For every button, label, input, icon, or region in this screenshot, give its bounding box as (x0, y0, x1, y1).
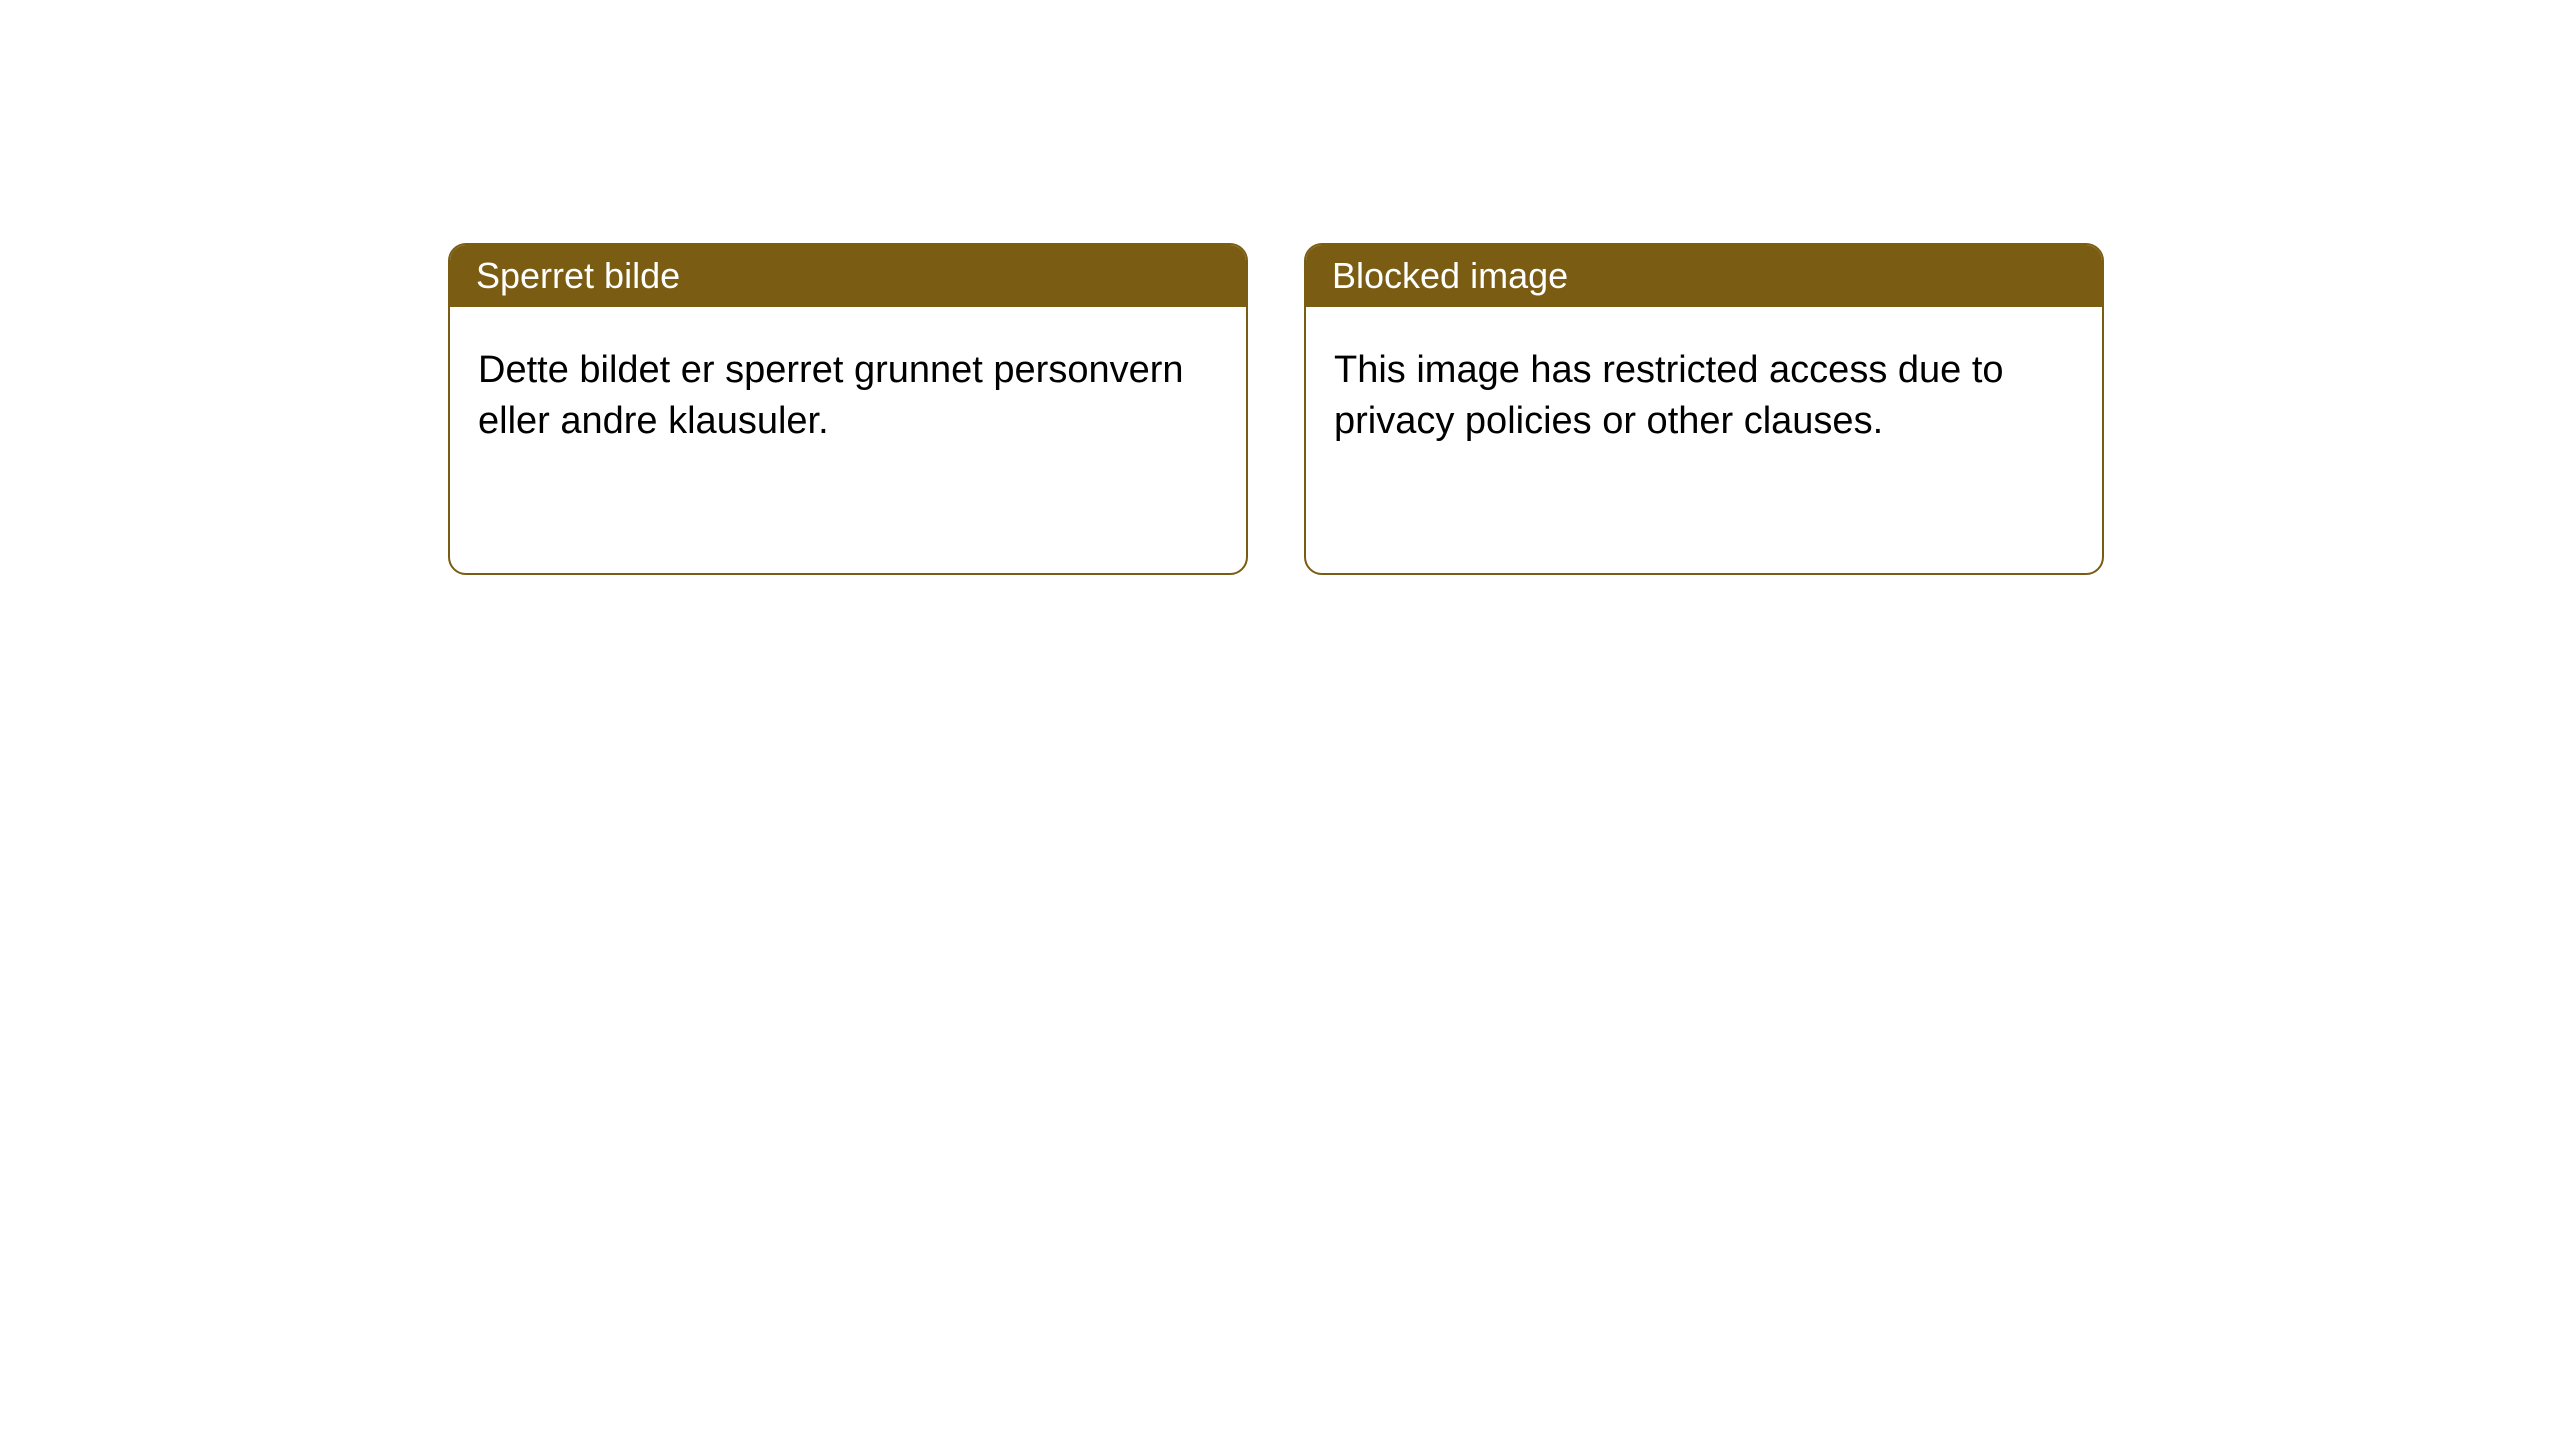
card-body-en: This image has restricted access due to … (1306, 307, 2102, 486)
notice-container: Sperret bilde Dette bildet er sperret gr… (0, 0, 2560, 575)
card-header-no: Sperret bilde (450, 245, 1246, 307)
blocked-image-card-no: Sperret bilde Dette bildet er sperret gr… (448, 243, 1248, 575)
card-header-en: Blocked image (1306, 245, 2102, 307)
card-body-no: Dette bildet er sperret grunnet personve… (450, 307, 1246, 486)
blocked-image-card-en: Blocked image This image has restricted … (1304, 243, 2104, 575)
